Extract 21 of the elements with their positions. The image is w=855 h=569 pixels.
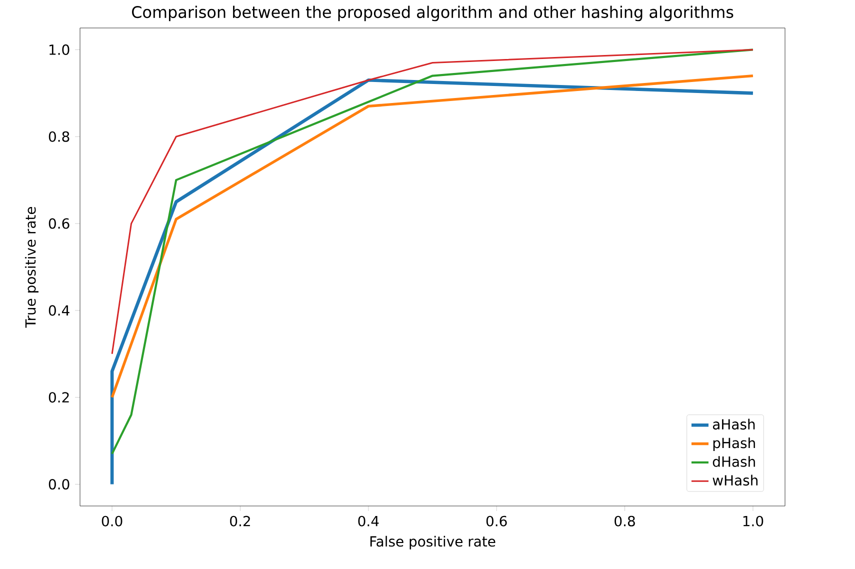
y-tick-label: 1.0 bbox=[50, 44, 70, 55]
x-tick-label: 0.4 bbox=[358, 516, 379, 526]
x-tick-label: 0.2 bbox=[230, 516, 250, 526]
legend-label: pHash bbox=[713, 437, 755, 451]
y-axis-title: True positive rate bbox=[24, 206, 38, 328]
line-series bbox=[110, 74, 754, 399]
x-tick-label: 1.0 bbox=[743, 516, 764, 526]
y-tick-label: 0.8 bbox=[48, 131, 70, 142]
x-axis-title: False positive rate bbox=[370, 536, 496, 550]
legend-label: dHash bbox=[712, 456, 755, 467]
x-tick-label: 0.0 bbox=[102, 516, 122, 526]
x-tick-label: 0.8 bbox=[614, 516, 635, 526]
y-tick-label: 0.4 bbox=[48, 305, 70, 316]
x-tick-label: 0.6 bbox=[486, 516, 507, 526]
legend-label: aHash bbox=[712, 418, 755, 430]
line-series bbox=[111, 48, 754, 355]
y-tick-label: 0.0 bbox=[48, 478, 70, 490]
y-tick-label: 0.6 bbox=[48, 218, 70, 229]
legend-label: wHash bbox=[712, 474, 758, 486]
chart-title: Comparison between the proposed algorithm and other hashing algorithms bbox=[132, 6, 734, 22]
y-tick-label: 0.2 bbox=[48, 392, 69, 403]
